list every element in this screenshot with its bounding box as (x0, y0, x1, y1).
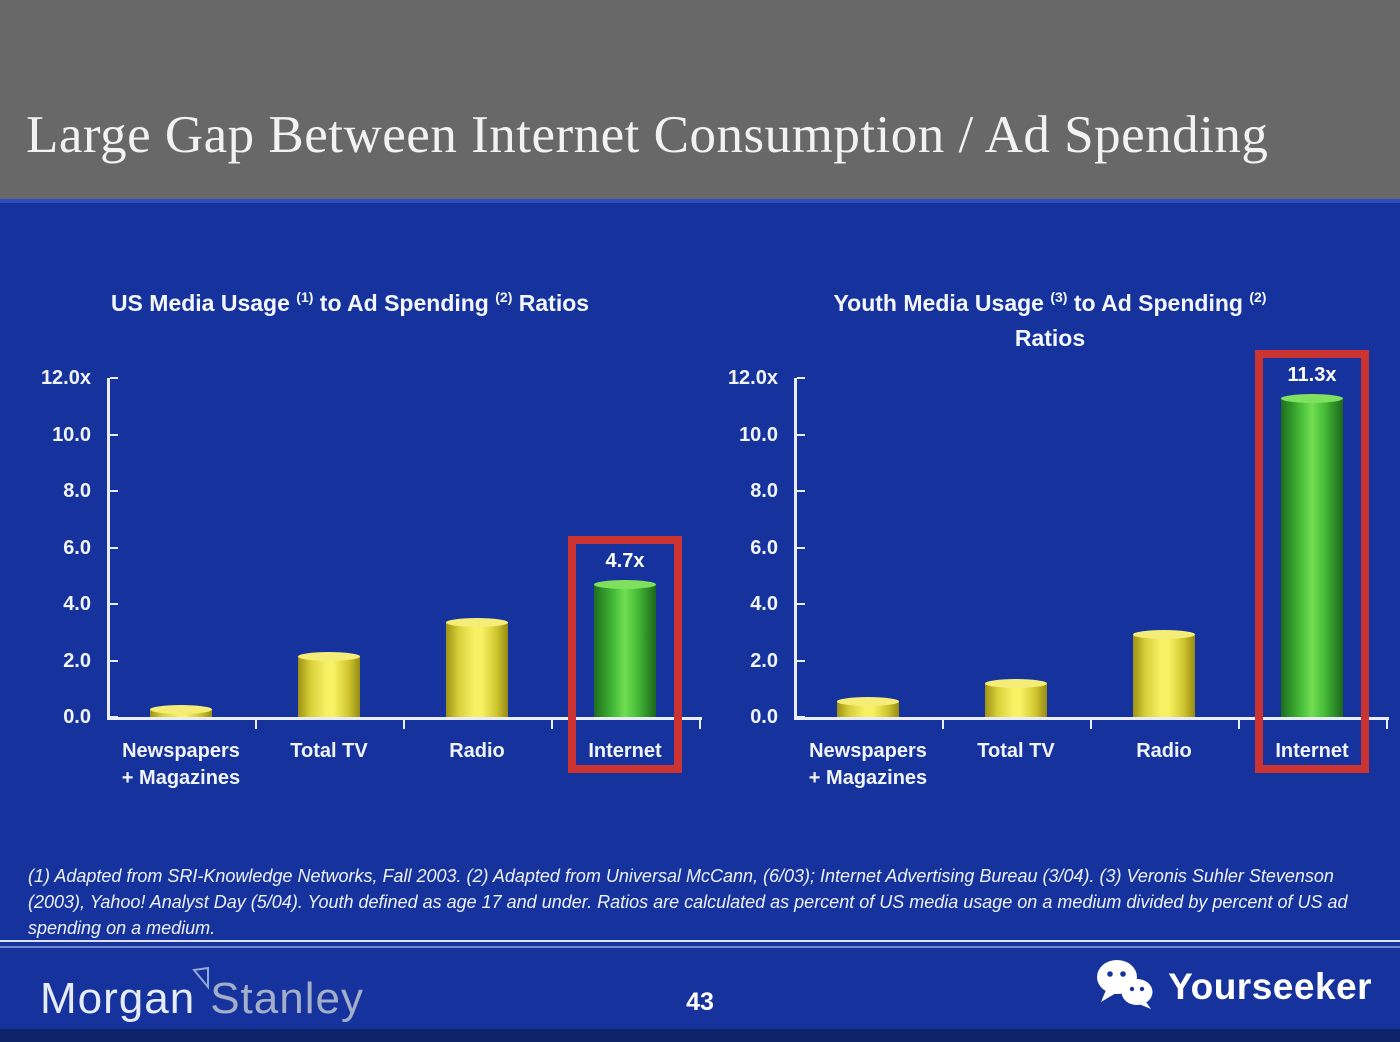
y-axis-tick (797, 490, 805, 492)
x-axis-tick (699, 720, 701, 729)
y-axis-tick (797, 546, 805, 549)
x-axis-line (794, 717, 1389, 720)
watermark-label: Yourseeker (1168, 965, 1372, 1007)
category-label: Radio (1136, 740, 1192, 762)
y-axis-tick (797, 433, 805, 436)
bar-internet (1281, 394, 1343, 717)
bar-newspapers-magazines (837, 697, 899, 717)
y-axis-label: 12.0x (40, 367, 91, 389)
x-axis-tick (1386, 720, 1388, 729)
bar-radio (446, 618, 508, 717)
y-axis-line (107, 378, 110, 720)
chart-block-0: US Media Usage (1) to Ad Spending (2) Ra… (0, 203, 702, 803)
y-axis-label: 2.0 (750, 649, 778, 672)
category-label: Total TV (977, 740, 1055, 762)
category-label: Internet (1275, 740, 1349, 762)
category-label: Total TV (290, 740, 368, 762)
morgan-stanley-logo: Morgan Stanley (40, 966, 364, 1024)
footnote: (1) Adapted from SRI-Knowledge Networks,… (28, 866, 1348, 938)
bar-total-tv (298, 652, 360, 717)
footer: Morgan Stanley 43 Yourseeker (0, 950, 1400, 1034)
y-axis-tick (797, 603, 805, 605)
bottom-strip (0, 1029, 1400, 1042)
highlight-box (568, 536, 682, 773)
wechat-icon (1094, 958, 1156, 1015)
y-axis-label: 12.0x (727, 367, 778, 389)
title-superscript: (2) (495, 289, 513, 305)
y-axis-label: 6.0 (750, 536, 778, 559)
slide-body: US Media Usage (1) to Ad Spending (2) Ra… (0, 199, 1400, 1042)
y-axis-label: 4.0 (63, 593, 91, 615)
x-axis-tick (255, 720, 257, 729)
x-axis-tick (1090, 720, 1092, 729)
y-axis-label: 8.0 (63, 480, 91, 502)
chart-title-line1: US Media Usage (1) to Ad Spending (2) Ra… (110, 289, 590, 316)
chart-block-1: Youth Media Usage (3) to Ad Spending (2)… (700, 203, 1400, 803)
footer-divider (0, 940, 1400, 948)
y-axis-label: 0.0 (63, 706, 91, 728)
bar-total-tv (985, 679, 1047, 717)
x-axis-tick (551, 720, 553, 729)
chart-title-line1: Youth Media Usage (3) to Ad Spending (2) (833, 289, 1267, 316)
x-axis-tick (1238, 720, 1240, 729)
highlight-value-label: 11.3x (1287, 364, 1337, 386)
y-axis-tick (110, 546, 118, 549)
title-superscript: (2) (1249, 289, 1267, 305)
watermark: Yourseeker (1094, 958, 1372, 1015)
triangle-flag-icon (191, 954, 213, 1004)
x-axis-tick (942, 720, 944, 729)
bar-internet (594, 580, 656, 717)
page-number: 43 (686, 988, 714, 1016)
bar-radio (1133, 630, 1195, 717)
bar-newspapers-magazines (150, 705, 212, 717)
highlight-value-label: 4.7x (605, 550, 645, 572)
y-axis-tick (797, 377, 805, 379)
y-axis-tick (110, 659, 118, 662)
chart-title: Youth Media Usage (3) to Ad Spending (2)… (700, 287, 1400, 354)
y-axis-tick (110, 377, 118, 379)
y-axis-tick (110, 603, 118, 605)
x-axis-tick (403, 720, 405, 729)
slide-header: Large Gap Between Internet Consumption /… (0, 0, 1400, 199)
y-axis-label: 10.0 (739, 423, 778, 446)
chart-title-line2: Ratios (1014, 325, 1086, 351)
title-superscript: (1) (296, 289, 314, 305)
y-axis-tick (110, 490, 118, 492)
chart-title: US Media Usage (1) to Ad Spending (2) Ra… (0, 287, 700, 322)
title-superscript: (3) (1050, 289, 1068, 305)
y-axis-line (794, 378, 797, 720)
y-axis-label: 4.0 (750, 593, 778, 615)
category-label: Radio (449, 740, 505, 762)
brand-word-stanley: Stanley (210, 974, 364, 1023)
y-axis-label: 6.0 (63, 536, 91, 559)
brand-word-morgan: Morgan (40, 974, 196, 1023)
y-axis-label: 8.0 (750, 480, 778, 502)
highlight-box (1255, 350, 1369, 773)
category-label: Internet (588, 740, 662, 762)
y-axis-tick (797, 659, 805, 662)
x-axis-line (107, 717, 702, 720)
y-axis-label: 0.0 (750, 706, 778, 728)
y-axis-tick (110, 433, 118, 436)
y-axis-label: 2.0 (63, 649, 91, 672)
slide-title: Large Gap Between Internet Consumption /… (26, 106, 1269, 164)
category-label: Newspapers + Magazines (121, 740, 241, 789)
y-axis-label: 10.0 (52, 423, 91, 446)
category-label: Newspapers + Magazines (808, 740, 928, 789)
